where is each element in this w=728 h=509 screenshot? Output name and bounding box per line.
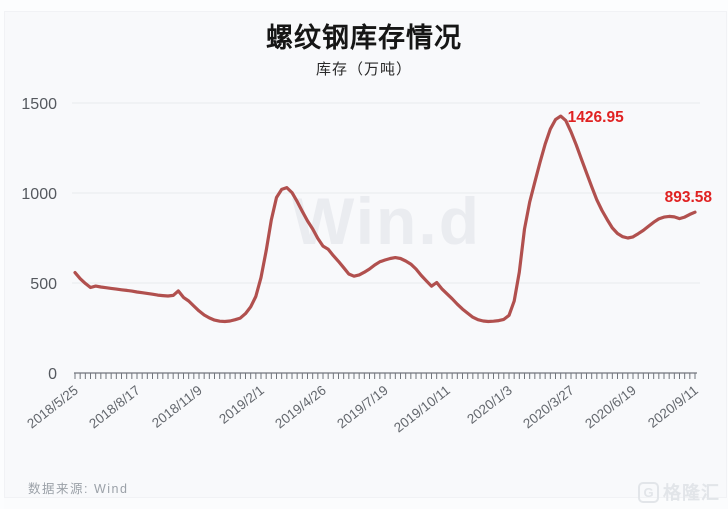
y-axis-tick-label: 0 — [48, 366, 57, 383]
chart-title: 螺纹钢库存情况 — [266, 23, 462, 53]
x-axis-tick-label: 2020/3/27 — [520, 383, 577, 432]
x-axis-tick-label: 2020/6/19 — [582, 383, 639, 432]
x-axis-tick-label: 2019/2/1 — [216, 383, 267, 427]
y-axis-tick-label: 1000 — [21, 186, 57, 203]
x-axis-tick-label: 2020/1/3 — [464, 383, 515, 427]
x-axis-tick-label: 2018/8/17 — [86, 383, 143, 432]
value-annotation: 1426.95 — [568, 109, 624, 126]
y-axis-tick-label: 500 — [30, 276, 57, 293]
bottom-strip — [4, 498, 728, 509]
chart-card — [4, 11, 727, 498]
inventory-series-line — [73, 114, 697, 324]
x-axis-tick-label: 2019/10/11 — [391, 383, 453, 436]
value-annotation: 893.58 — [665, 189, 713, 206]
x-axis-tick-label: 2019/4/26 — [272, 383, 329, 432]
chart-subtitle: 库存（万吨） — [315, 61, 412, 78]
gelonghui-logo-text: 格隆汇 — [663, 483, 720, 503]
x-axis-tick-label: 2018/5/25 — [24, 383, 81, 432]
x-axis-tick-label: 2019/7/19 — [334, 383, 391, 432]
gelonghui-logo-icon: G — [638, 481, 659, 503]
x-axis-tick-label: 2018/11/9 — [149, 383, 205, 431]
data-source-label: 数据来源: Wind — [28, 482, 129, 496]
y-axis-tick-label: 1500 — [21, 96, 57, 113]
gelonghui-logo: G 格隆汇 — [638, 479, 720, 505]
x-axis-tick-label: 2020/9/11 — [645, 383, 701, 431]
